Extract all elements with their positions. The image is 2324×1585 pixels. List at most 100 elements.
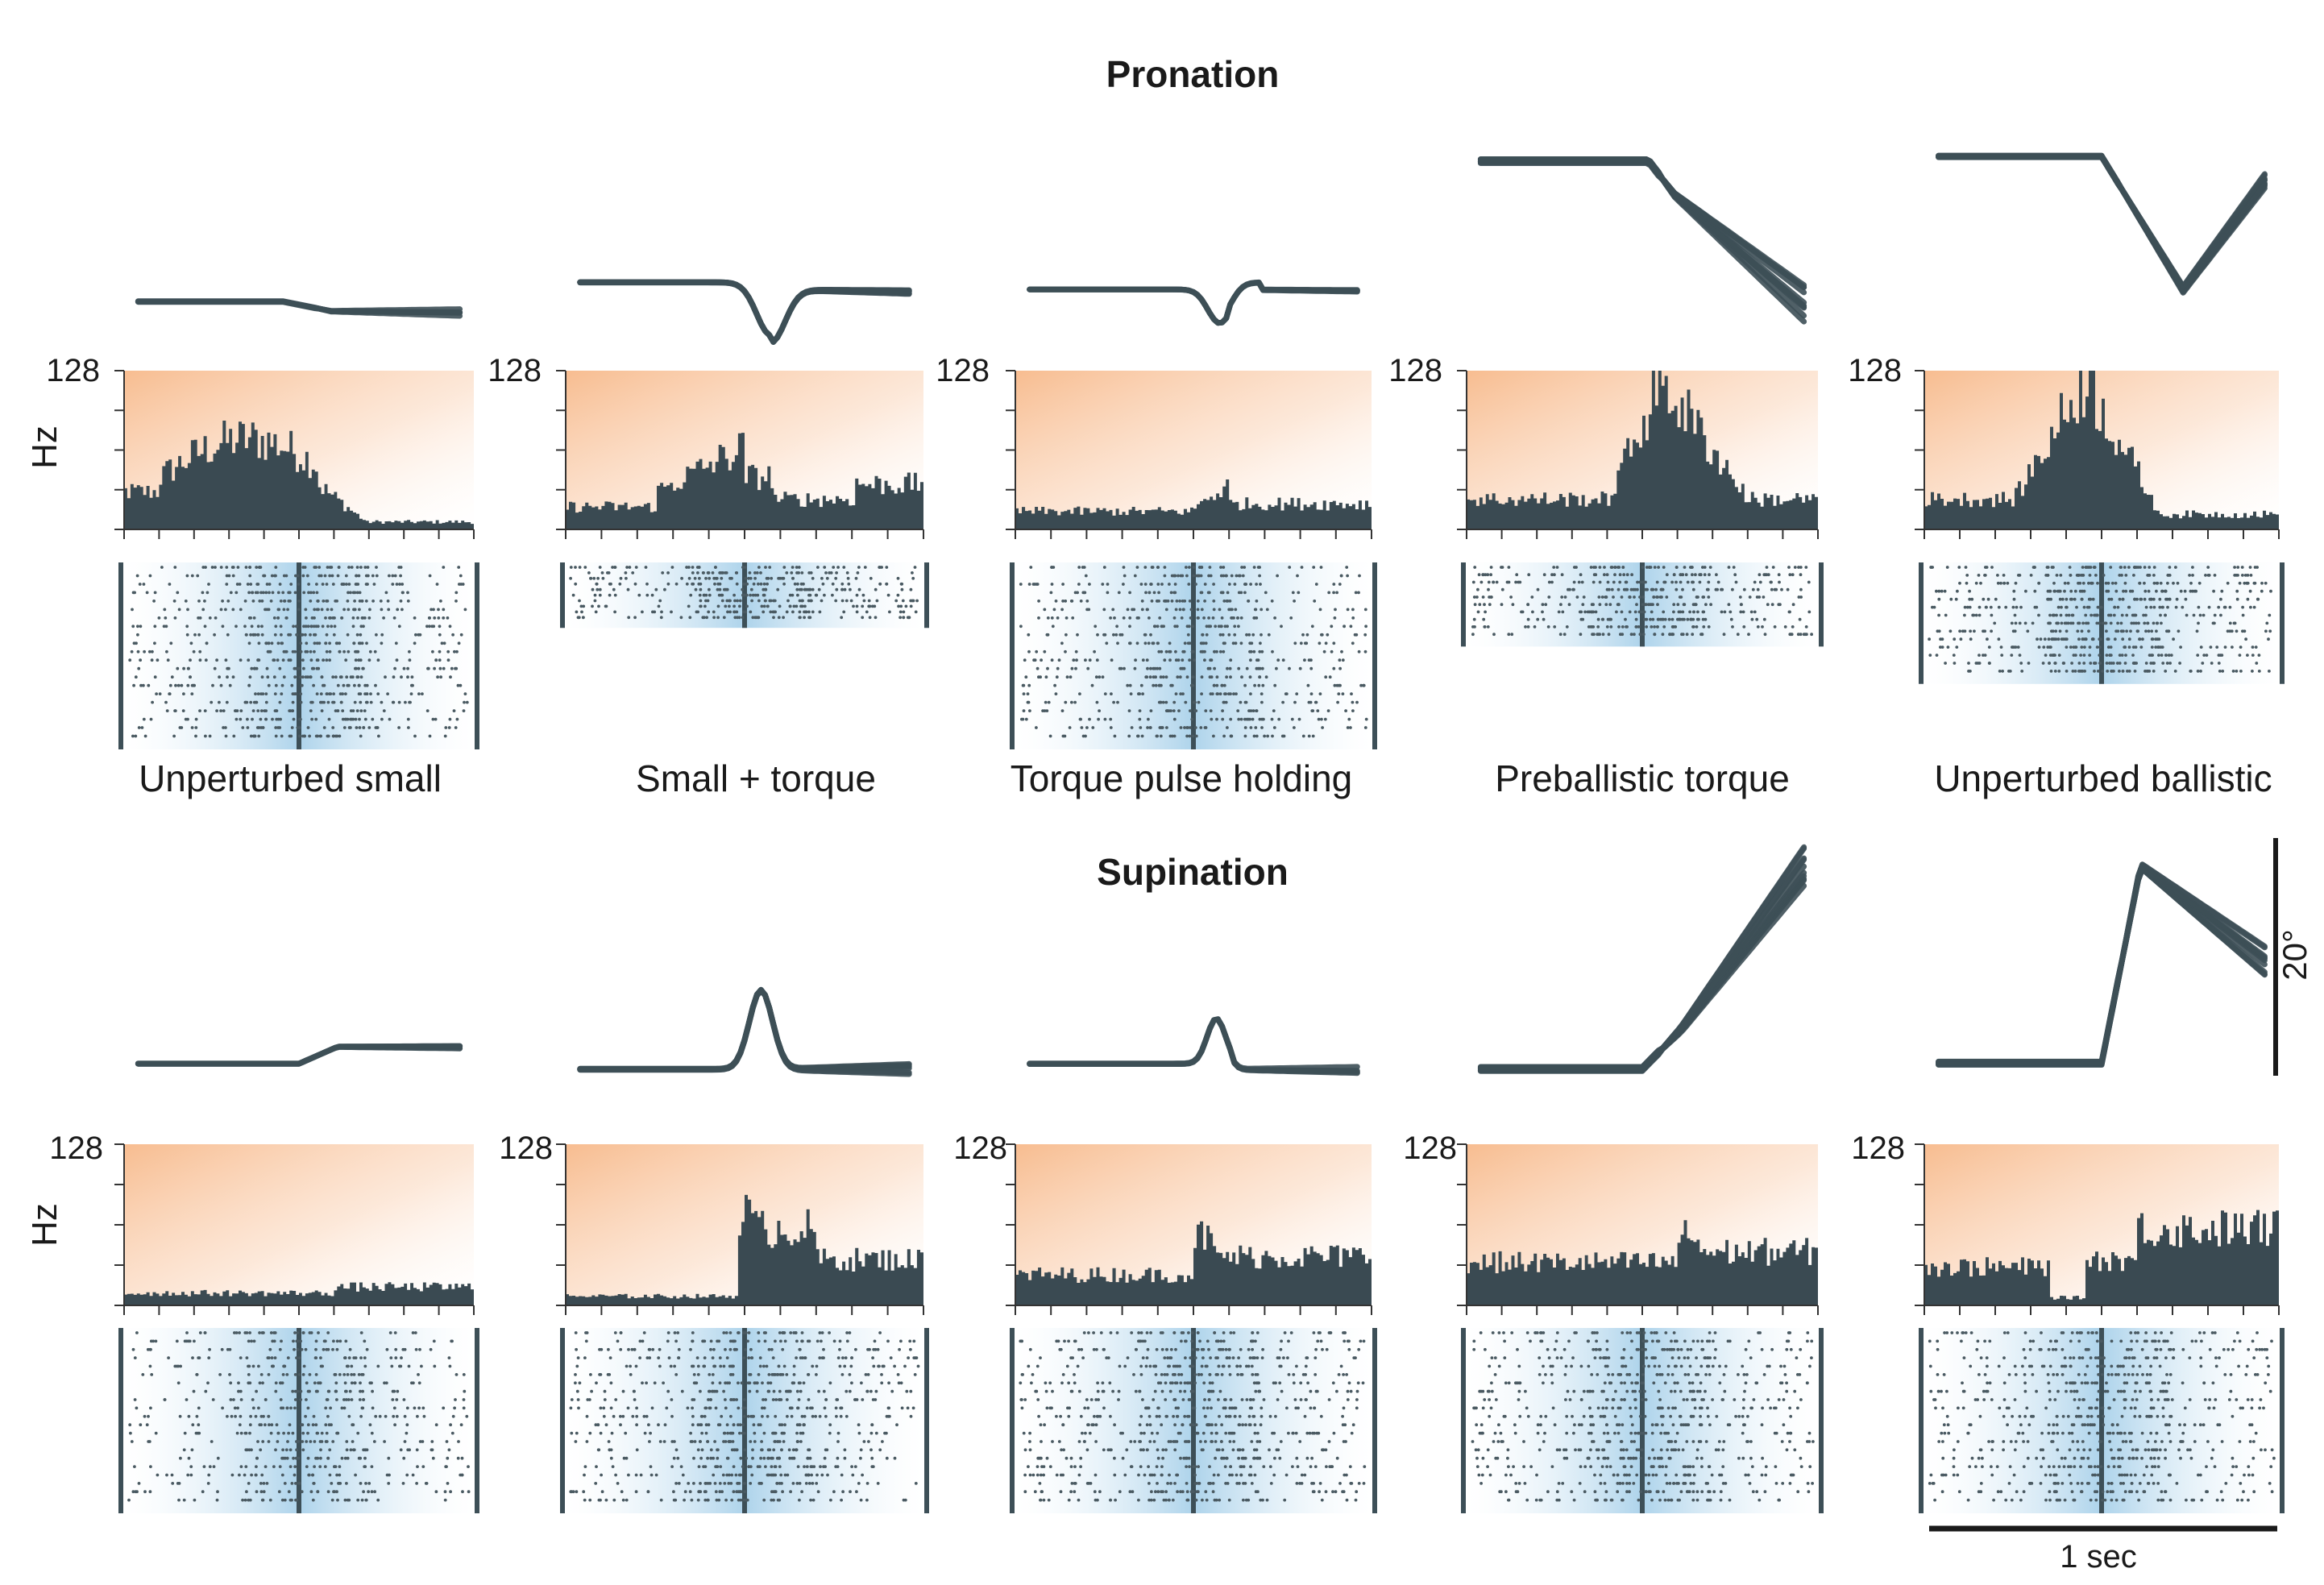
- raster-spike: [789, 1331, 793, 1334]
- raster-spike: [1133, 574, 1137, 578]
- raster-spike: [1530, 595, 1534, 599]
- raster-spike: [1350, 692, 1353, 695]
- raster-spike: [345, 1448, 349, 1452]
- raster-spike: [1076, 633, 1079, 637]
- raster-spike: [438, 624, 442, 629]
- raster-spike: [1226, 666, 1229, 670]
- raster-spike: [1996, 574, 1999, 577]
- raster-spike: [728, 1339, 732, 1343]
- raster-spike: [354, 666, 357, 670]
- raster-spike: [1747, 633, 1750, 637]
- raster-spike: [1024, 717, 1028, 721]
- raster-spike: [1215, 717, 1218, 721]
- raster-spike: [2019, 662, 2023, 665]
- raster-spike: [1963, 613, 1966, 617]
- raster-spike: [446, 649, 450, 654]
- raster-spike: [418, 1347, 421, 1351]
- raster-spike: [407, 726, 410, 729]
- raster-spike: [1139, 1331, 1143, 1334]
- raster-spike: [1596, 617, 1600, 621]
- raster-spike: [132, 683, 136, 687]
- raster-spike: [761, 1406, 764, 1410]
- raster-spike: [1510, 633, 1514, 637]
- raster-spike: [1063, 1339, 1066, 1343]
- raster-spike: [295, 1440, 298, 1443]
- raster-spike: [328, 641, 331, 645]
- raster-spike: [1174, 649, 1177, 654]
- raster-spike: [372, 1440, 376, 1443]
- raster-spike: [1212, 683, 1216, 687]
- raster-spike: [2139, 645, 2143, 649]
- raster-spike: [728, 599, 731, 603]
- raster-spike: [1997, 605, 2001, 609]
- raster-spike: [410, 675, 414, 679]
- raster-spike: [1633, 595, 1636, 599]
- raster-spike: [282, 608, 286, 612]
- raster-spike: [1194, 734, 1198, 738]
- raster-spike: [426, 666, 430, 670]
- raster-spike: [1050, 583, 1054, 586]
- raster-spike: [725, 1356, 729, 1359]
- raster-spike: [2116, 605, 2120, 609]
- raster-spike: [2052, 637, 2055, 641]
- raster-spike: [2055, 574, 2059, 577]
- raster-spike: [290, 683, 294, 687]
- raster-spike: [726, 1431, 729, 1435]
- raster-spike: [258, 1381, 262, 1385]
- raster-spike: [608, 1448, 612, 1452]
- raster-spike: [850, 1356, 853, 1359]
- raster-spike: [836, 1440, 840, 1443]
- raster-spike: [1088, 717, 1091, 721]
- raster-spike: [326, 700, 330, 704]
- movement-trace: [1936, 153, 2268, 293]
- raster-spike: [2235, 629, 2239, 633]
- raster-spike: [1226, 624, 1229, 629]
- raster-spike: [1276, 574, 1279, 578]
- raster-spike: [2093, 566, 2097, 569]
- raster-spike: [1179, 692, 1183, 695]
- raster-spike: [2088, 574, 2092, 577]
- raster-spike: [701, 571, 705, 575]
- raster-spike: [838, 1347, 841, 1351]
- raster-spike: [1990, 566, 1994, 569]
- raster-spike: [335, 1431, 338, 1435]
- raster-spike: [1214, 624, 1218, 629]
- raster-spike: [1968, 605, 1972, 609]
- raster-spike: [2052, 613, 2055, 617]
- raster-spike: [204, 734, 207, 738]
- raster-spike: [335, 1398, 338, 1401]
- raster-spike: [251, 600, 255, 603]
- raster-spike: [191, 1423, 195, 1427]
- raster-spike: [1141, 692, 1144, 695]
- raster-spike: [601, 576, 605, 580]
- raster-spike: [2049, 670, 2053, 673]
- raster-spike: [251, 1398, 255, 1401]
- raster-spike: [2094, 613, 2098, 617]
- raster-spike: [742, 1356, 746, 1359]
- raster-spike: [1215, 683, 1219, 687]
- raster-spike: [2046, 589, 2050, 593]
- raster-spike: [1550, 580, 1554, 584]
- raster-spike: [1982, 597, 1986, 601]
- raster-spike: [759, 1456, 762, 1460]
- raster-spike: [2110, 597, 2114, 601]
- raster-spike: [1605, 573, 1609, 577]
- raster-spike: [791, 1448, 795, 1452]
- raster-spike: [757, 616, 761, 620]
- raster-spike: [741, 616, 745, 620]
- raster-spike: [1638, 580, 1641, 584]
- raster-spike: [247, 1373, 251, 1376]
- raster-spike: [1309, 658, 1313, 662]
- raster-spike: [153, 641, 156, 645]
- raster-spike: [815, 1364, 819, 1368]
- raster-spike: [1203, 658, 1206, 662]
- raster-spike: [213, 666, 217, 670]
- raster-spike: [807, 1473, 810, 1477]
- raster-spike: [820, 599, 824, 603]
- raster-spike: [608, 593, 612, 597]
- raster-spike: [1699, 633, 1703, 637]
- raster-spike: [283, 1456, 287, 1460]
- raster-spike: [741, 1465, 745, 1468]
- raster-spike: [1323, 717, 1327, 721]
- raster-spike: [243, 700, 247, 704]
